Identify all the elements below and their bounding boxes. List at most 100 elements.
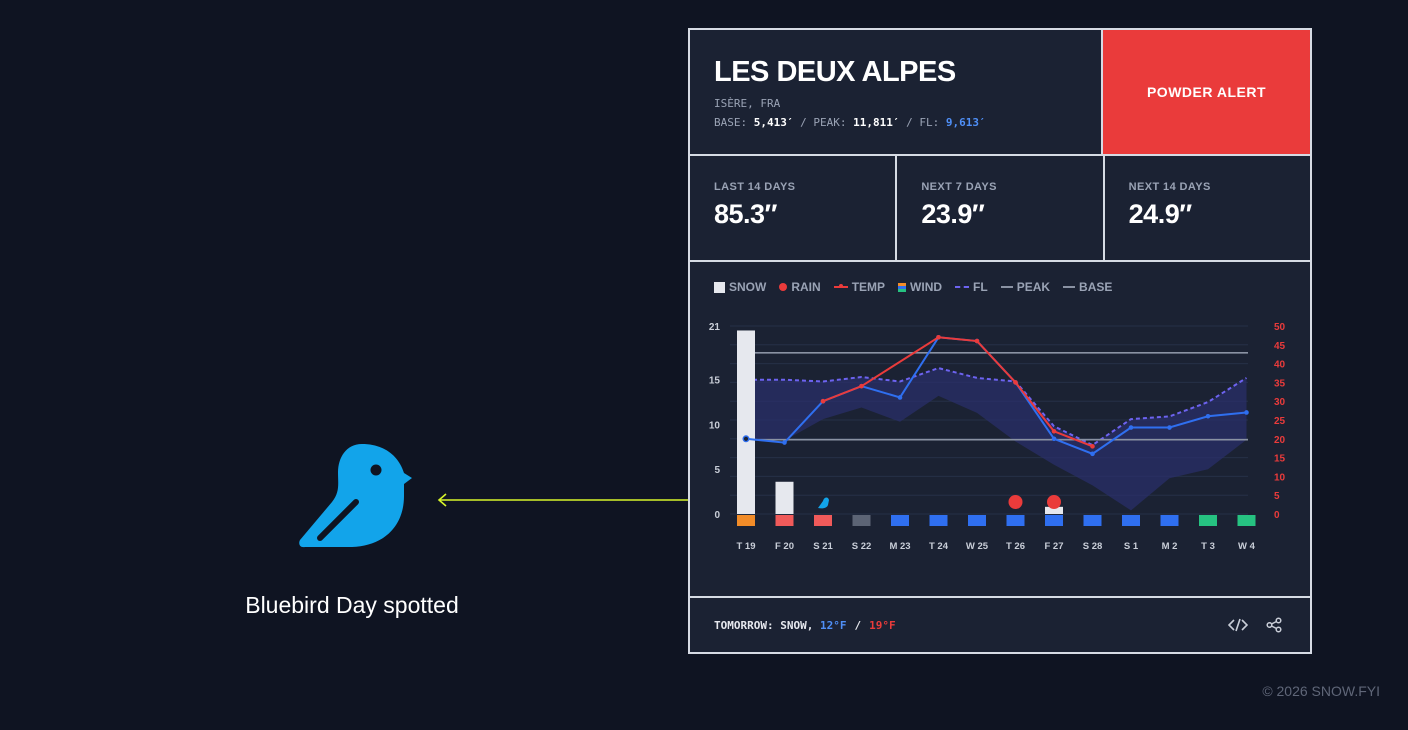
legend-label: RAIN (791, 280, 821, 294)
y-right-tick-label: 0 (1274, 510, 1280, 521)
y-left-tick-label: 10 (709, 420, 721, 431)
bluebird-caption: Bluebird Day spotted (245, 592, 459, 618)
rain-dot (1008, 495, 1023, 509)
temp-low-point (1205, 413, 1211, 419)
y-left-tick-label: 5 (714, 465, 720, 476)
freezing-level-area (746, 368, 1247, 511)
y-right-tick-label: 45 (1274, 341, 1286, 352)
wind-block (1083, 515, 1102, 526)
snow-bar (1045, 506, 1063, 514)
x-tick-label: F 27 (1044, 541, 1063, 552)
x-tick-label: S 1 (1124, 541, 1139, 552)
rain-dot-icon (779, 283, 788, 291)
legend-label: SNOW (729, 280, 767, 294)
x-tick-label: S 22 (852, 541, 872, 552)
peak-line-icon (1000, 286, 1013, 288)
wind-block (775, 515, 794, 526)
bluebird-marker-icon (818, 497, 829, 509)
temp-low-point (897, 395, 903, 400)
temp-high-point (859, 383, 864, 389)
legend-item-fl[interactable]: FL (955, 280, 988, 294)
y-right-tick-label: 40 (1274, 360, 1286, 371)
stat-next-14-days: NEXT 14 DAYS 24.9″ (1105, 156, 1310, 260)
wind-block (891, 515, 909, 526)
y-right-tick-label: 5 (1274, 491, 1280, 502)
legend-item-rain[interactable]: RAIN (779, 280, 821, 294)
stat-last-14-days: LAST 14 DAYS 85.3″ (690, 156, 898, 260)
stat-value: 24.9″ (1128, 199, 1192, 229)
legend-label: PEAK (1016, 280, 1051, 294)
tomorrow-footer: TOMORROW: SNOW, 12°F / 19°F (690, 596, 1310, 652)
stat-label: NEXT 7 DAYS (921, 181, 997, 193)
wind-block (737, 515, 755, 526)
chart-legend: SNOW RAIN TEMP WIND FL PEAK BASE (714, 280, 1112, 294)
tomorrow-high-temp: 19°F (869, 618, 896, 632)
snow-bar (737, 330, 755, 514)
x-tick-label: W 4 (1238, 541, 1256, 552)
x-tick-label: M 2 (1162, 541, 1178, 552)
legend-item-peak[interactable]: PEAK (1000, 280, 1051, 294)
base-line-icon (1063, 286, 1076, 288)
legend-item-base[interactable]: BASE (1063, 280, 1112, 294)
y-right-tick-label: 20 (1274, 435, 1286, 446)
legend-item-temp[interactable]: TEMP (833, 280, 886, 294)
x-tick-label: T 3 (1201, 541, 1215, 552)
fl-dashed-line-icon (955, 286, 970, 288)
forecast-chart: 0 5 10 15 21 0 5 10 15 20 25 30 35 40 45 50 T 19 F 20 S 21… (709, 322, 1286, 552)
y-left-tick-label: 21 (709, 322, 721, 333)
temp-low-point (1051, 436, 1057, 442)
bluebird-icon (299, 444, 412, 548)
code-embed-icon[interactable] (1228, 617, 1248, 633)
rain-dot (1047, 495, 1061, 509)
temp-high-point (936, 334, 941, 340)
x-tick-label: M 23 (889, 541, 910, 552)
snow-bar (775, 481, 794, 514)
wind-block (1045, 515, 1063, 526)
tomorrow-low-temp: 12°F (819, 618, 847, 632)
elevation-row: BASE: 5,413′ / PEAK: 11,811′ / FL: 9,613… (714, 116, 986, 129)
share-icon[interactable] (1266, 617, 1282, 633)
wind-block (1006, 515, 1025, 526)
wind-block (1199, 515, 1217, 526)
x-tick-label: T 24 (929, 541, 949, 552)
legend-item-snow[interactable]: SNOW (714, 280, 766, 294)
wind-block (929, 515, 948, 526)
fl-value: 9,613′ (945, 116, 986, 129)
peak-value: 11,811′ (853, 116, 900, 129)
y-right-tick-label: 15 (1274, 454, 1286, 465)
legend-label: TEMP (851, 280, 886, 294)
base-label: BASE: (714, 116, 748, 129)
x-tick-label: S 21 (813, 541, 833, 552)
legend-label: WIND (910, 280, 943, 294)
wind-block (1237, 515, 1256, 526)
legend-item-wind[interactable]: WIND (898, 280, 942, 294)
base-value: 5,413′ (753, 116, 794, 129)
wind-block (1160, 515, 1179, 526)
temp-start-point (742, 435, 750, 443)
legend-label: FL (973, 280, 988, 294)
temp-low-point (1244, 410, 1249, 415)
freezing-level-line (746, 367, 1248, 447)
stat-value: 23.9″ (921, 199, 985, 229)
temp-high-point (1013, 380, 1018, 385)
stat-label: LAST 14 DAYS (714, 181, 796, 193)
stat-next-7-days: NEXT 7 DAYS 23.9″ (897, 156, 1105, 260)
x-tick-label: S 28 (1083, 541, 1103, 552)
tomorrow-label: TOMORROW: SNOW, (714, 618, 814, 632)
y-right-tick-label: 35 (1274, 378, 1286, 389)
legend-label: BASE (1079, 280, 1113, 294)
fl-label: FL: (919, 116, 940, 129)
wind-block (968, 515, 986, 526)
x-tick-label: T 26 (1006, 541, 1025, 552)
powder-alert-badge[interactable]: POWDER ALERT (1103, 30, 1310, 156)
x-tick-label: W 25 (966, 541, 989, 552)
stat-label: NEXT 14 DAYS (1128, 181, 1211, 193)
wind-block (852, 515, 871, 526)
y-right-tick-label: 50 (1274, 322, 1286, 333)
y-right-tick-label: 25 (1274, 416, 1286, 427)
copyright: © 2026 SNOW.FYI (1262, 683, 1380, 699)
temp-high-point (974, 338, 980, 344)
temp-low-point (1167, 425, 1172, 430)
temp-low-point (1128, 425, 1134, 430)
peak-label: PEAK: (813, 116, 847, 129)
